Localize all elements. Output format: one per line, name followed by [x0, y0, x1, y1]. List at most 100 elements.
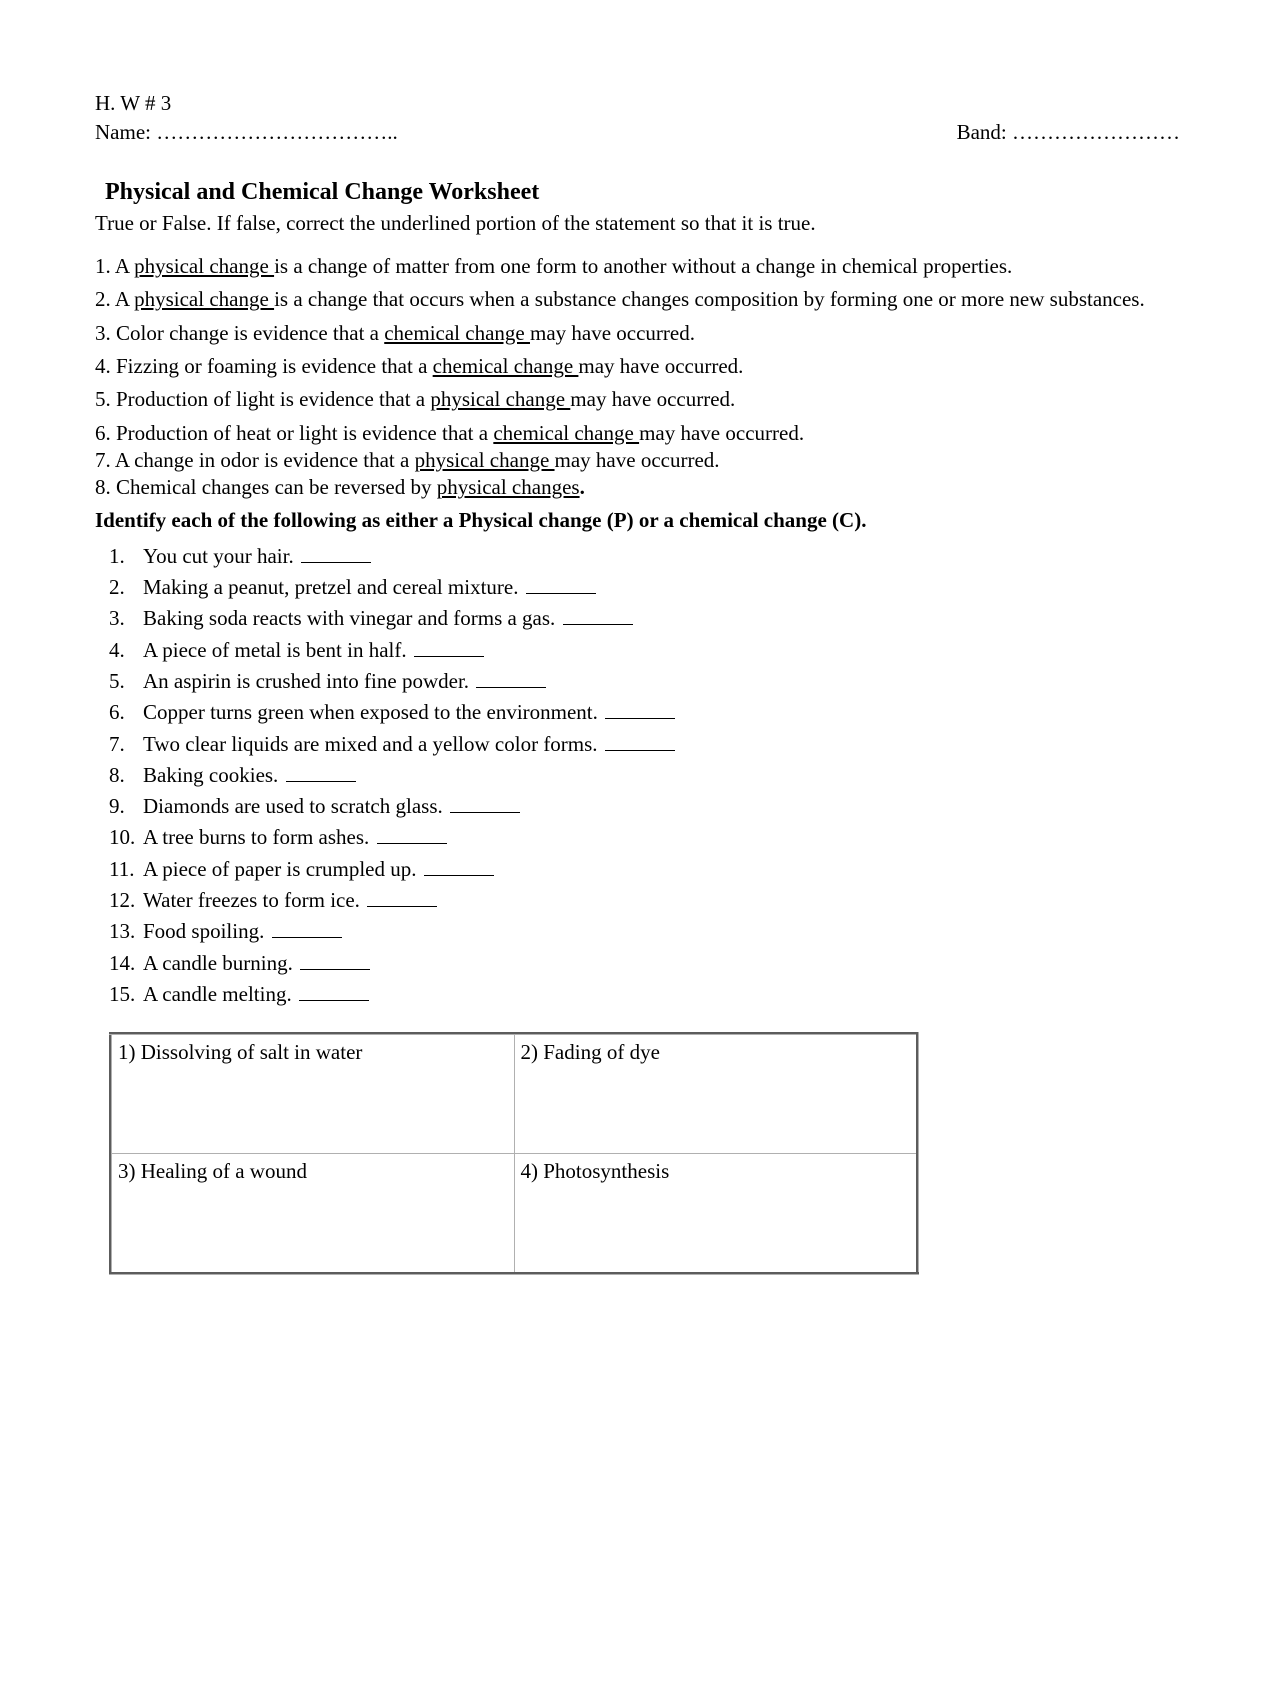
tf-item-post: may have occurred. [570, 387, 735, 411]
grid-cell[interactable]: 1) Dissolving of salt in water [111, 1034, 515, 1154]
answer-blank[interactable] [300, 950, 370, 970]
tf-item-pre: Fizzing or foaming is evidence that a [116, 354, 433, 378]
pc-item-number: 12. [109, 887, 143, 914]
tf-instructions: True or False. If false, correct the und… [95, 210, 1180, 237]
pc-item: 4.A piece of metal is bent in half. [109, 637, 1180, 664]
pc-item-text: Two clear liquids are mixed and a yellow… [143, 732, 603, 756]
hw-number: H. W # 3 [95, 90, 1180, 117]
answer-blank[interactable] [424, 856, 494, 876]
pc-item-text-wrap: Baking cookies. [143, 762, 356, 789]
tf-item: 1. A physical change is a change of matt… [95, 253, 1180, 280]
pc-item-text-wrap: Baking soda reacts with vinegar and form… [143, 605, 633, 632]
pc-item: 2.Making a peanut, pretzel and cereal mi… [109, 574, 1180, 601]
answer-blank[interactable] [526, 574, 596, 594]
tf-item-number: 3. [95, 321, 116, 345]
tf-item-post: may have occurred. [555, 448, 720, 472]
pc-item: 11.A piece of paper is crumpled up. [109, 856, 1180, 883]
tf-item: 6. Production of heat or light is eviden… [95, 420, 1180, 447]
pc-item-number: 9. [109, 793, 143, 820]
tf-item-underlined: chemical change [493, 421, 639, 445]
answer-blank[interactable] [563, 605, 633, 625]
tf-item: 3. Color change is evidence that a chemi… [95, 320, 1180, 347]
tf-item-underlined: physical change [415, 448, 555, 472]
worksheet-page: H. W # 3 Name: …………………………….. Band: ……………… [0, 0, 1275, 1702]
tf-item: 2. A physical change is a change that oc… [95, 286, 1180, 313]
tf-item-post: is a change of matter from one form to a… [274, 254, 1012, 278]
tf-item-post: is a change that occurs when a substance… [274, 287, 1145, 311]
pc-item: 13.Food spoiling. [109, 918, 1180, 945]
tf-item-number: 5. [95, 387, 116, 411]
grid-cell[interactable]: 3) Healing of a wound [111, 1154, 515, 1274]
answer-blank[interactable] [414, 637, 484, 657]
pc-item: 6.Copper turns green when exposed to the… [109, 699, 1180, 726]
pc-item-text-wrap: Two clear liquids are mixed and a yellow… [143, 731, 675, 758]
answer-blank[interactable] [367, 887, 437, 907]
pc-item: 1.You cut your hair. [109, 543, 1180, 570]
pc-item-number: 4. [109, 637, 143, 664]
tf-item-post: may have occurred. [578, 354, 743, 378]
tf-item-pre: A [115, 287, 134, 311]
pc-item-number: 2. [109, 574, 143, 601]
pc-item-number: 1. [109, 543, 143, 570]
tf-item-number: 2. [95, 287, 115, 311]
tf-item-underlined: physical changes [437, 475, 580, 499]
tf-item-underlined: chemical change [384, 321, 530, 345]
pc-item: 8.Baking cookies. [109, 762, 1180, 789]
tf-item-post: . [580, 475, 585, 499]
tf-item-number: 6. [95, 421, 116, 445]
tf-item-pre: Production of heat or light is evidence … [116, 421, 493, 445]
tf-item-number: 7. [95, 448, 115, 472]
pc-item-number: 3. [109, 605, 143, 632]
pc-item-text: Making a peanut, pretzel and cereal mixt… [143, 575, 524, 599]
grid-cell[interactable]: 4) Photosynthesis [514, 1154, 918, 1274]
pc-item-text: Copper turns green when exposed to the e… [143, 700, 603, 724]
answer-blank[interactable] [605, 699, 675, 719]
pc-item-text-wrap: Copper turns green when exposed to the e… [143, 699, 675, 726]
pc-item: 12.Water freezes to form ice. [109, 887, 1180, 914]
tf-item-post: may have occurred. [530, 321, 695, 345]
pc-item-text: Water freezes to form ice. [143, 888, 365, 912]
pc-item-text-wrap: Diamonds are used to scratch glass. [143, 793, 520, 820]
pc-item-text: A candle melting. [143, 982, 297, 1006]
answer-blank[interactable] [605, 731, 675, 751]
tf-item: 7. A change in odor is evidence that a p… [95, 447, 1180, 474]
pc-item: 10.A tree burns to form ashes. [109, 824, 1180, 851]
identify-instructions: Identify each of the following as either… [95, 507, 1180, 534]
pc-item: 14.A candle burning. [109, 950, 1180, 977]
header-block: H. W # 3 Name: …………………………….. Band: ……………… [95, 90, 1180, 147]
pc-item: 9.Diamonds are used to scratch glass. [109, 793, 1180, 820]
pc-item-text-wrap: A piece of paper is crumpled up. [143, 856, 494, 883]
pc-item-text: Baking cookies. [143, 763, 284, 787]
answer-blank[interactable] [377, 825, 447, 845]
tf-item-underlined: chemical change [433, 354, 579, 378]
pc-item-number: 8. [109, 762, 143, 789]
pc-item-number: 13. [109, 918, 143, 945]
pc-item-text: Baking soda reacts with vinegar and form… [143, 606, 561, 630]
pc-item-text-wrap: A piece of metal is bent in half. [143, 637, 484, 664]
pc-item: 7.Two clear liquids are mixed and a yell… [109, 731, 1180, 758]
pc-item-number: 11. [109, 856, 143, 883]
tf-item-pre: A [115, 254, 134, 278]
tf-item: 5. Production of light is evidence that … [95, 386, 1180, 413]
grid-cell[interactable]: 2) Fading of dye [514, 1034, 918, 1154]
answer-blank[interactable] [450, 793, 520, 813]
answer-blank[interactable] [476, 668, 546, 688]
pc-item-text: Diamonds are used to scratch glass. [143, 794, 448, 818]
tf-item-number: 4. [95, 354, 116, 378]
name-label: Name: …………………………….. [95, 119, 398, 146]
tf-item: 4. Fizzing or foaming is evidence that a… [95, 353, 1180, 380]
pc-item-text: A tree burns to form ashes. [143, 825, 375, 849]
pc-item-text: A candle burning. [143, 951, 298, 975]
tf-item-underlined: physical change [134, 287, 274, 311]
answer-blank[interactable] [286, 762, 356, 782]
true-false-list: 1. A physical change is a change of matt… [95, 253, 1180, 501]
pc-item-number: 6. [109, 699, 143, 726]
answer-blank[interactable] [272, 918, 342, 938]
answer-blank[interactable] [299, 981, 369, 1001]
pc-item-text-wrap: Making a peanut, pretzel and cereal mixt… [143, 574, 596, 601]
pc-item-text: Food spoiling. [143, 919, 270, 943]
pc-item-number: 15. [109, 981, 143, 1008]
answer-blank[interactable] [301, 543, 371, 563]
pc-item-text-wrap: You cut your hair. [143, 543, 371, 570]
tf-item-pre: Production of light is evidence that a [116, 387, 430, 411]
